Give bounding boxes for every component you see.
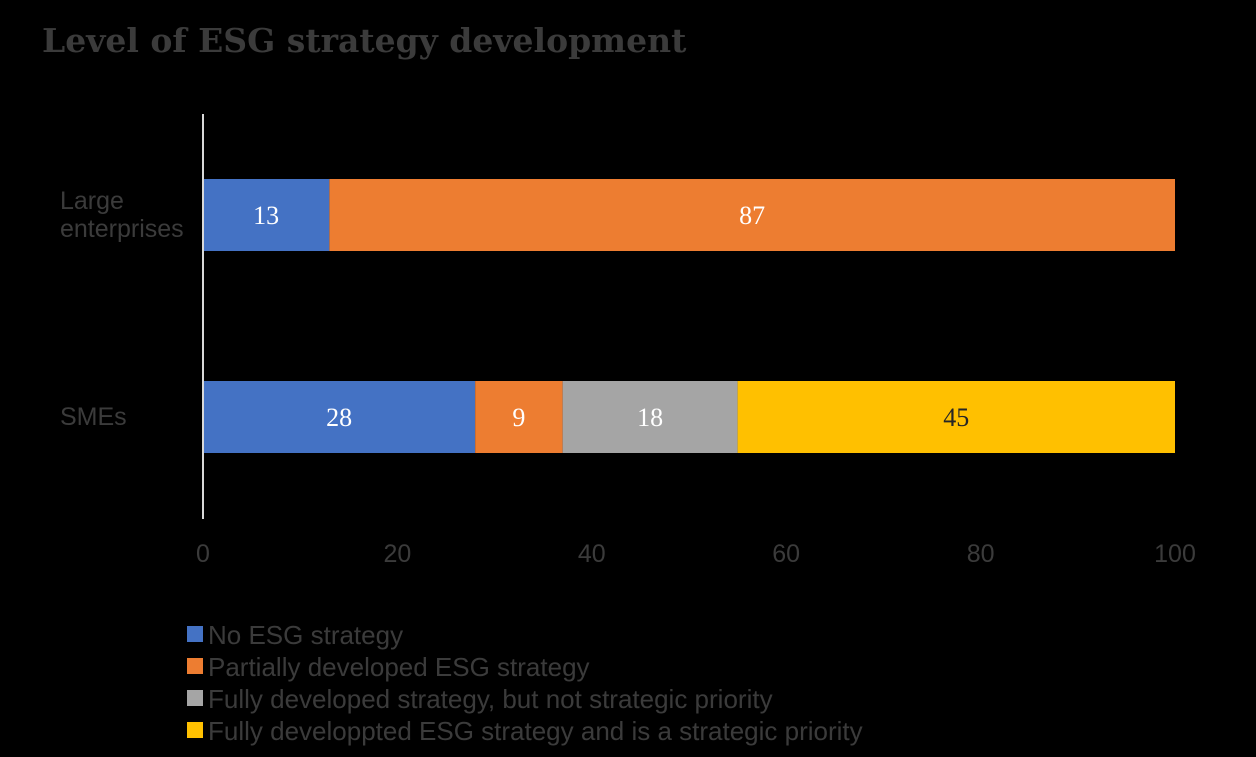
data-label: 28 <box>326 403 352 432</box>
legend-swatch <box>187 722 203 738</box>
legend-swatch <box>187 658 203 674</box>
x-tick-label: 100 <box>1154 540 1196 568</box>
x-tick-labels: 0 20 40 60 80 100 <box>196 540 1196 568</box>
bar-segment <box>562 381 738 453</box>
data-label: 18 <box>637 403 663 432</box>
legend-entry: Fully developed strategy, but not strate… <box>208 684 773 714</box>
legend-entry: No ESG strategy <box>208 620 403 650</box>
category-label: Large <box>60 187 124 215</box>
legend-swatch <box>187 626 203 642</box>
legend-swatch <box>187 690 203 706</box>
category-label: enterprises <box>60 215 184 243</box>
bar-segment <box>475 381 563 453</box>
x-tick-label: 40 <box>578 540 606 568</box>
x-tick-label: 80 <box>967 540 995 568</box>
data-label: 45 <box>943 403 969 432</box>
x-tick-label: 20 <box>383 540 411 568</box>
data-label: 13 <box>253 201 279 230</box>
category-label: SMEs <box>60 403 127 431</box>
bar-segment <box>203 381 476 453</box>
data-label: 87 <box>739 201 765 230</box>
bars-group: 13 87 28 9 18 45 <box>203 179 1175 453</box>
chart-title: Level of ESG strategy development <box>42 21 687 60</box>
legend-entry: Fully developpted ESG strategy and is a … <box>208 716 863 746</box>
x-tick-label: 0 <box>196 540 210 568</box>
data-label: 9 <box>512 403 525 432</box>
bar-segment <box>203 179 330 251</box>
legend-entry: Partially developed ESG strategy <box>208 652 590 682</box>
bar-segment <box>737 381 1175 453</box>
x-tick-label: 60 <box>772 540 800 568</box>
bar-segment <box>329 179 1175 251</box>
